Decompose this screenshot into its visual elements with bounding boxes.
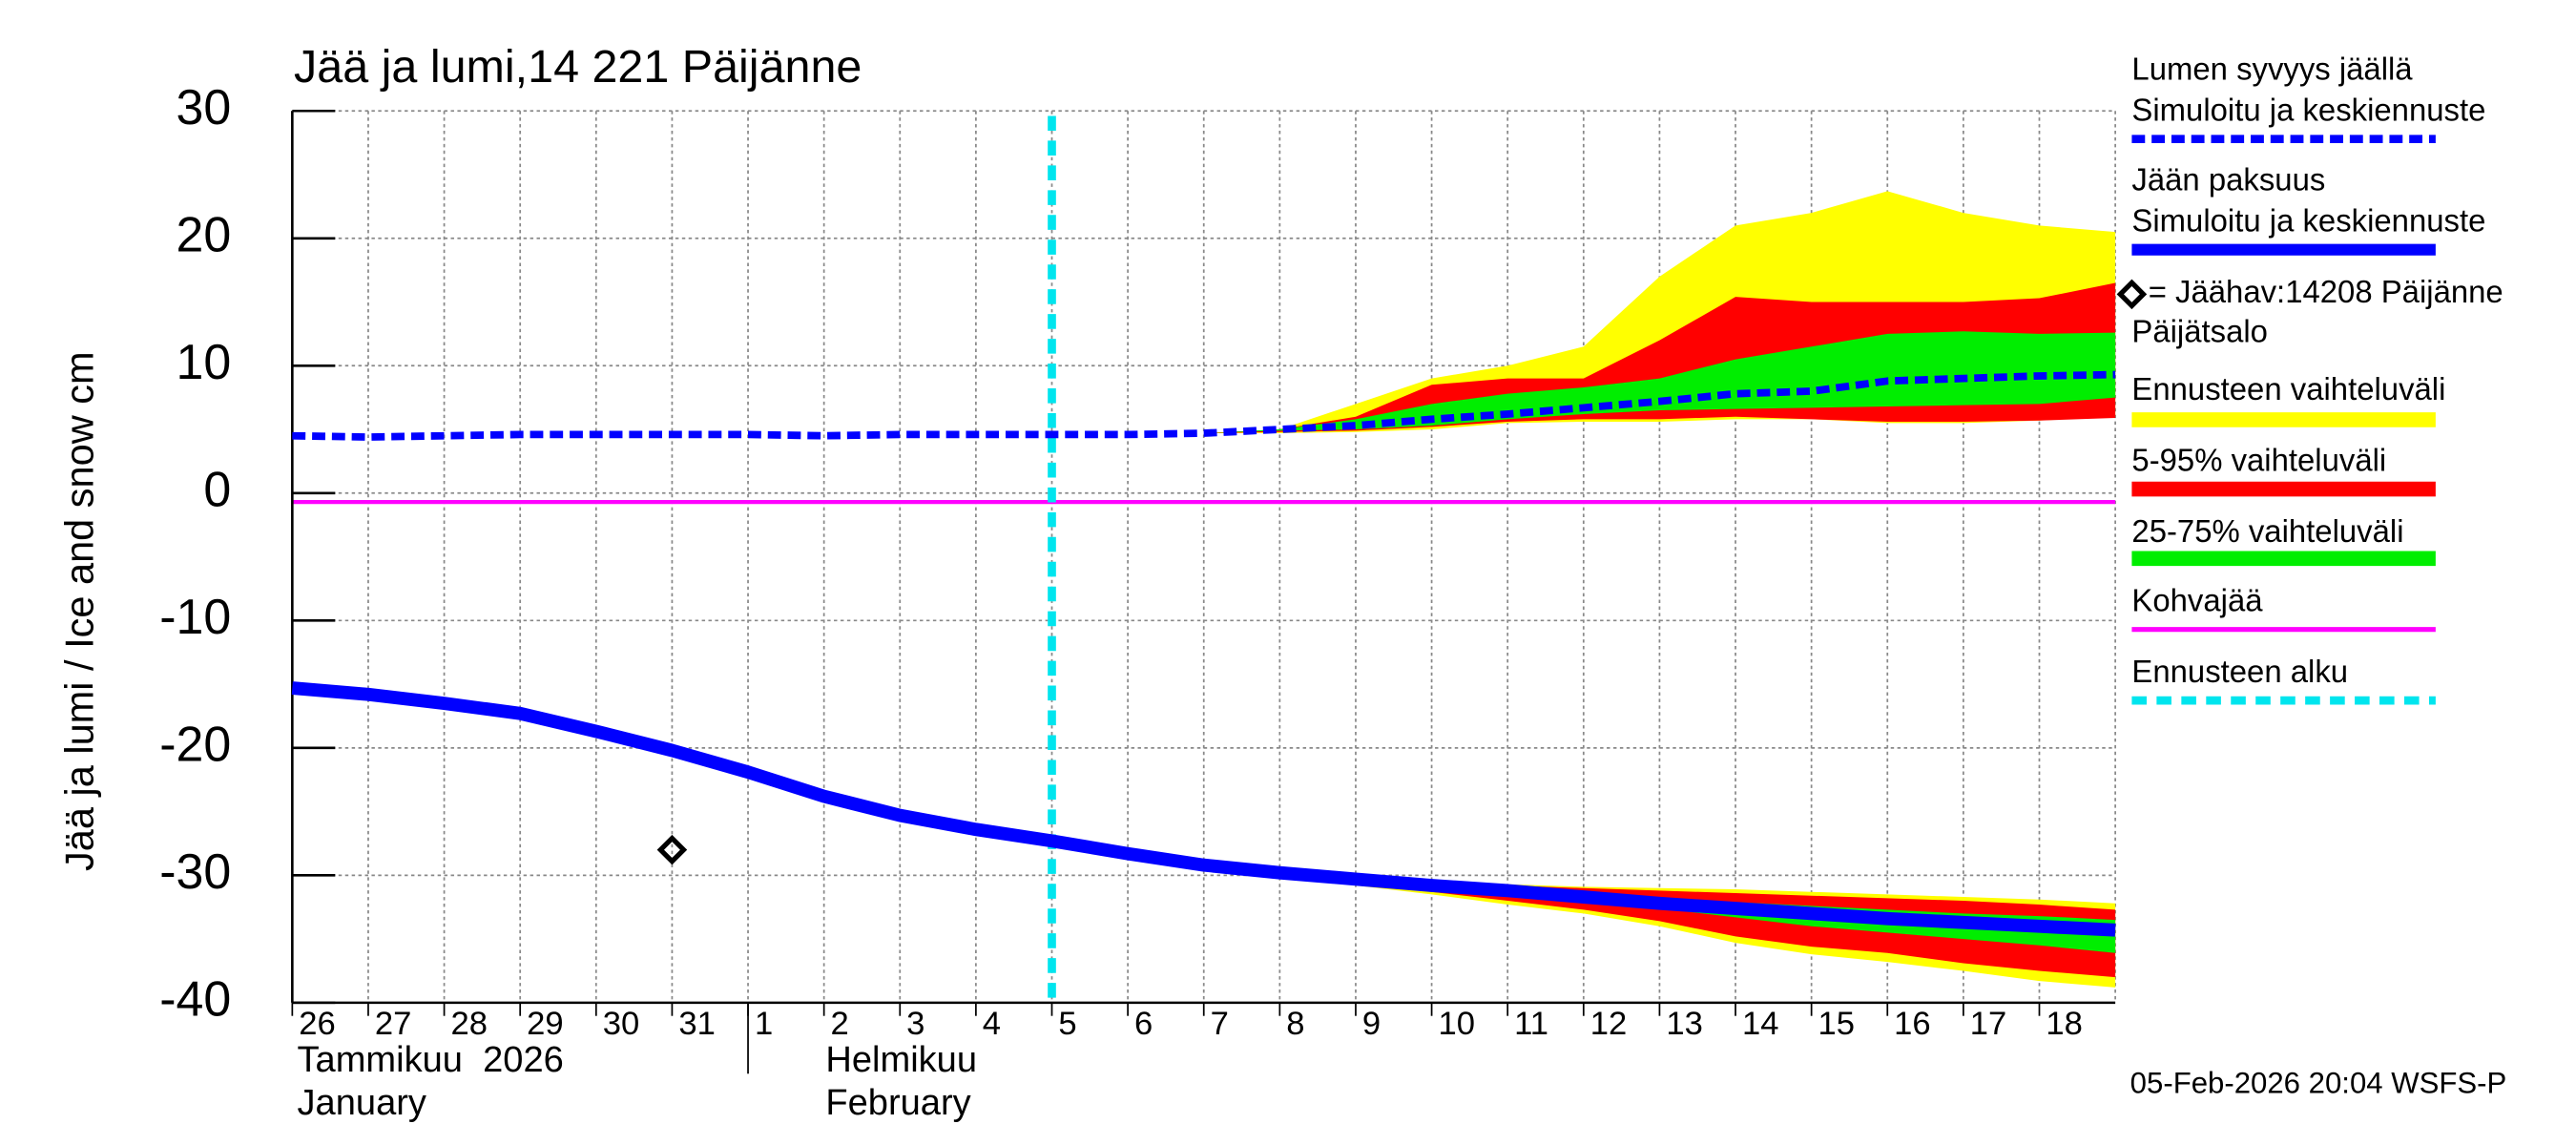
x-tick-label: 14 bbox=[1742, 1006, 1778, 1042]
legend-label: 25-75% vaihteluväli bbox=[2131, 513, 2403, 549]
x-tick-label: 18 bbox=[2046, 1006, 2083, 1042]
y-tick-label: -10 bbox=[159, 590, 231, 645]
legend-label: Simuloitu ja keskiennuste bbox=[2131, 93, 2485, 128]
x-tick-label: 27 bbox=[375, 1006, 412, 1042]
x-tick-label: 6 bbox=[1134, 1006, 1153, 1042]
snow-band bbox=[1203, 331, 2116, 434]
y-tick-label: 30 bbox=[177, 80, 232, 135]
legend-label: Lumen syvyys jäällä bbox=[2131, 51, 2413, 86]
x-tick-label: 2 bbox=[831, 1006, 849, 1042]
x-tick-label: 26 bbox=[299, 1006, 336, 1042]
legend-label: Ennusteen vaihteluväli bbox=[2131, 371, 2445, 406]
x-tick-label: 1 bbox=[755, 1006, 773, 1042]
legend-label: Päijätsalo bbox=[2131, 314, 2268, 349]
x-tick-label: 31 bbox=[678, 1006, 716, 1042]
legend-label: Simuloitu ja keskiennuste bbox=[2131, 203, 2485, 239]
x-tick-label: 10 bbox=[1438, 1006, 1475, 1042]
chart-title: Jää ja lumi,14 221 Päijänne bbox=[294, 41, 862, 93]
ice-line bbox=[291, 681, 2116, 937]
x-tick-label: 29 bbox=[527, 1006, 564, 1042]
x-tick-label: 4 bbox=[983, 1006, 1001, 1042]
snow-line bbox=[292, 370, 2116, 441]
month-label: February bbox=[825, 1083, 970, 1123]
x-tick-label: 30 bbox=[603, 1006, 640, 1042]
y-tick-label: 0 bbox=[203, 463, 231, 518]
month-label: Helmikuu bbox=[825, 1040, 977, 1080]
y-tick-label: 20 bbox=[177, 207, 232, 262]
observation-marker bbox=[656, 834, 688, 865]
x-tick-label: 8 bbox=[1286, 1006, 1304, 1042]
y-tick-label: -40 bbox=[159, 972, 231, 1028]
ice-band bbox=[1203, 864, 2116, 978]
ice-band bbox=[1203, 864, 2116, 988]
x-tick-label: 17 bbox=[1970, 1006, 2007, 1042]
month-label: January bbox=[298, 1083, 426, 1123]
y-axis-label: Jää ja lumi / Ice and snow cm bbox=[57, 351, 102, 871]
x-tick-label: 11 bbox=[1514, 1006, 1548, 1042]
x-tick-label: 12 bbox=[1590, 1006, 1628, 1042]
x-tick-label: 16 bbox=[1894, 1006, 1931, 1042]
legend-label: 5-95% vaihteluväli bbox=[2131, 443, 2386, 478]
legend-label: Kohvajää bbox=[2131, 583, 2263, 618]
x-tick-label: 28 bbox=[450, 1006, 488, 1042]
x-tick-label: 5 bbox=[1058, 1006, 1076, 1042]
y-tick-label: -20 bbox=[159, 718, 231, 773]
y-tick-label: 10 bbox=[177, 335, 232, 390]
x-tick-label: 13 bbox=[1666, 1006, 1703, 1042]
x-tick-label: 15 bbox=[1818, 1006, 1855, 1042]
y-tick-label: -30 bbox=[159, 844, 231, 900]
x-tick-label: 7 bbox=[1211, 1006, 1229, 1042]
month-label: Tammikuu 2026 bbox=[298, 1040, 564, 1080]
legend-label: Ennusteen alku bbox=[2131, 654, 2348, 689]
x-tick-label: 3 bbox=[906, 1006, 924, 1042]
legend-label: Jään paksuus bbox=[2131, 161, 2325, 197]
footer: 05-Feb-2026 20:04 WSFS-P bbox=[2130, 1067, 2507, 1100]
legend-swatch bbox=[2116, 279, 2148, 310]
legend-label: = Jäähav:14208 Päijänne bbox=[2149, 274, 2503, 309]
x-tick-label: 9 bbox=[1362, 1006, 1381, 1042]
